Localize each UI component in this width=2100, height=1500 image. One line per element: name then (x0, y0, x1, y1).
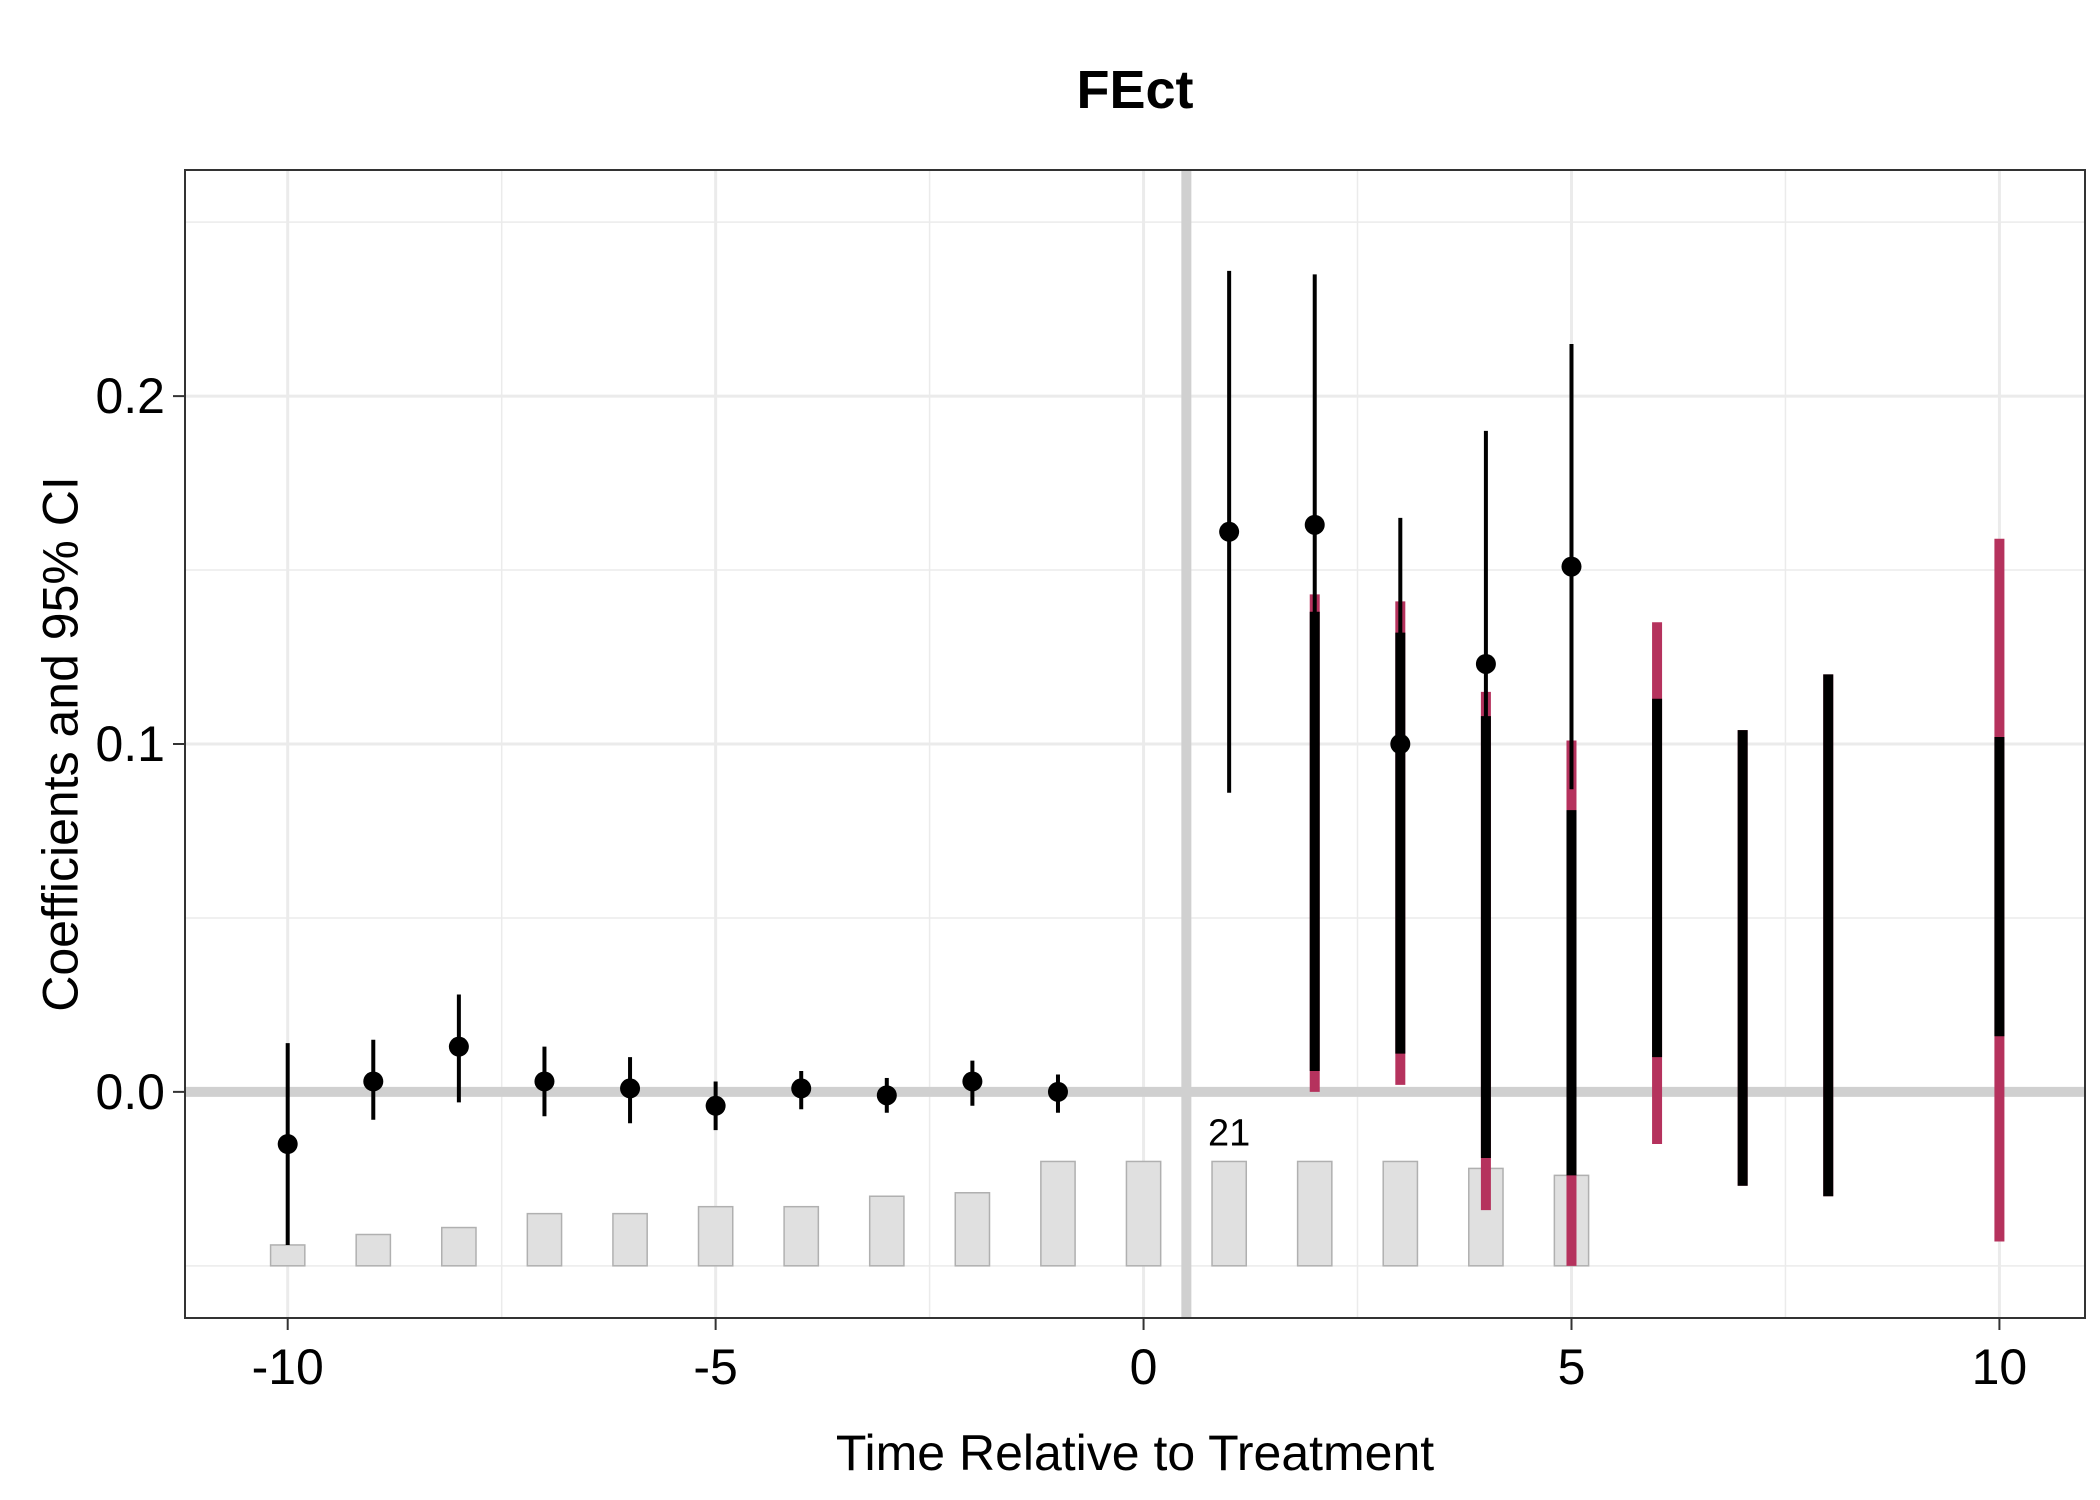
estimate-point (620, 1078, 641, 1099)
estimate-point (1219, 521, 1240, 542)
estimate-point (1475, 653, 1496, 674)
x-tick-label: 5 (1558, 1339, 1586, 1395)
estimate-point (363, 1071, 384, 1092)
x-tick-label: -10 (252, 1339, 324, 1395)
estimate-point (791, 1078, 812, 1099)
y-tick-label: 0.0 (95, 1064, 165, 1120)
count-bar (612, 1212, 648, 1267)
count-bar (1211, 1160, 1248, 1267)
count-bar (868, 1195, 905, 1267)
chart-title: FEct (1076, 60, 1193, 120)
estimate-point (962, 1071, 983, 1092)
estimate-point (705, 1095, 726, 1116)
count-bar (1382, 1160, 1419, 1267)
count-bar (697, 1205, 734, 1267)
count-bar (954, 1192, 991, 1267)
y-tick-label: 0.2 (95, 368, 165, 424)
x-tick-label: -5 (693, 1339, 737, 1395)
axis-ticks: -10 -5 0 5 10 0.0 0.1 0.2 (95, 368, 2027, 1395)
count-bar (526, 1212, 563, 1267)
reference-lines (185, 170, 2085, 1318)
estimate-point (277, 1134, 298, 1155)
count-bar (269, 1244, 306, 1267)
estimate-point (1561, 556, 1582, 577)
x-tick-label: 0 (1130, 1339, 1158, 1395)
estimate-point (876, 1085, 897, 1106)
estimate-point (448, 1036, 469, 1057)
count-bar (1296, 1160, 1333, 1267)
count-bar (1125, 1160, 1162, 1267)
count-bar (355, 1233, 392, 1267)
y-tick-label: 0.1 (95, 716, 165, 772)
estimate-point (1390, 734, 1411, 754)
count-bar (441, 1226, 477, 1267)
count-annotation: 21 (1208, 1113, 1250, 1155)
point-estimates (277, 270, 1582, 1245)
count-bar (783, 1205, 820, 1267)
estimate-point (534, 1071, 555, 1092)
estimate-point (1304, 514, 1325, 535)
estimate-point (1047, 1081, 1068, 1102)
x-axis-title: Time Relative to Treatment (836, 1425, 1434, 1481)
x-tick-label: 10 (1972, 1339, 2028, 1395)
count-bar (1040, 1160, 1076, 1267)
y-axis-title: Coefficients and 95% CI (33, 476, 89, 1012)
